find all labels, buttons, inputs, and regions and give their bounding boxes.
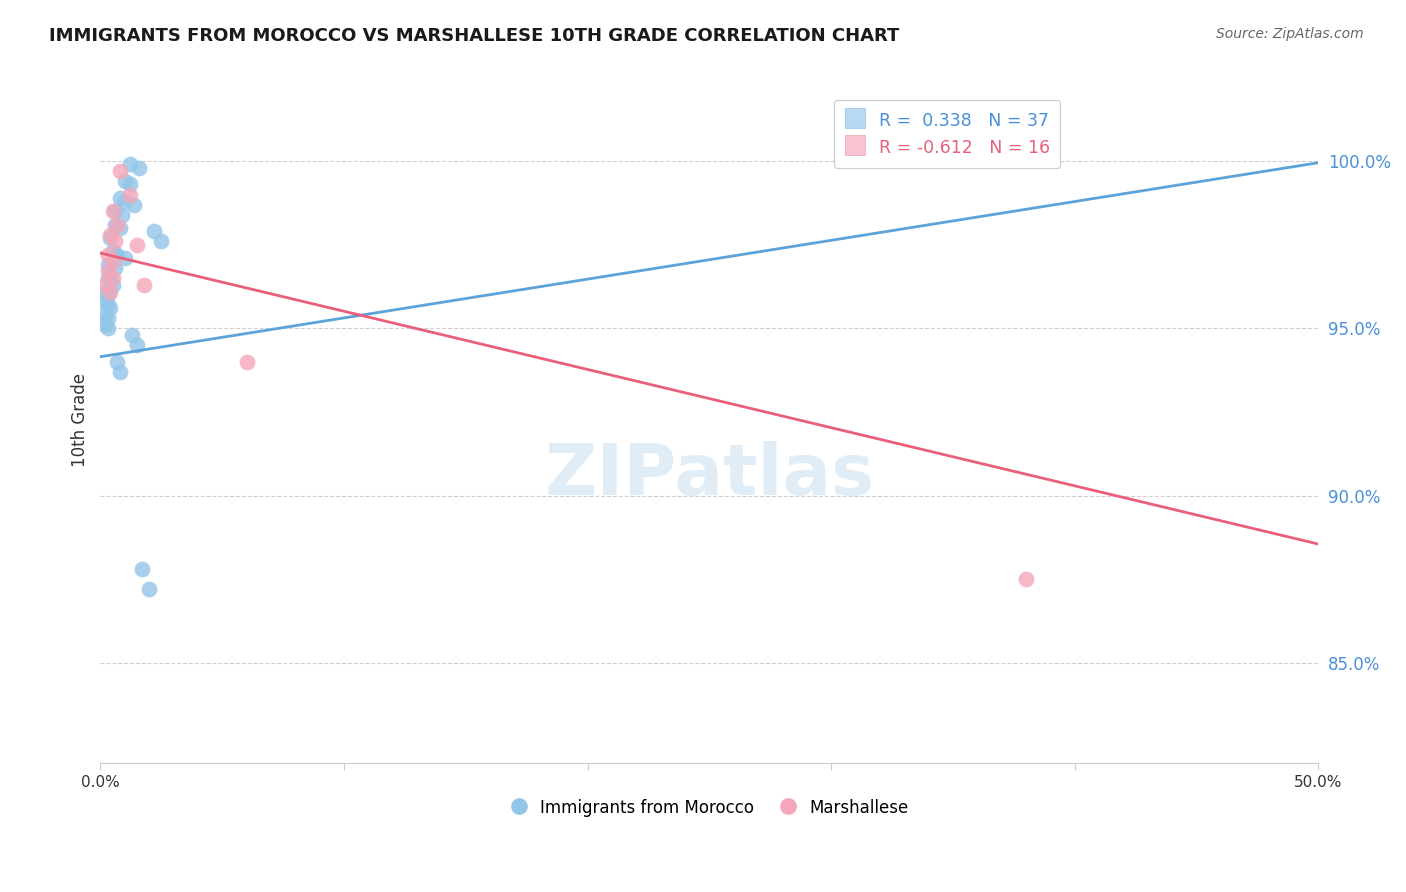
Point: [101, 271, 124, 285]
Point: [108, 221, 131, 235]
Point: [97, 258, 120, 272]
Point: [124, 197, 146, 211]
Point: [114, 251, 136, 265]
Point: [104, 204, 127, 219]
Point: [98, 275, 121, 289]
Point: [118, 187, 141, 202]
Point: [125, 338, 148, 352]
Point: [128, 161, 150, 175]
Point: [97, 271, 120, 285]
Point: [134, 277, 156, 292]
Point: [97, 288, 120, 302]
Point: [98, 227, 121, 242]
Legend: Immigrants from Morocco, Marshallese: Immigrants from Morocco, Marshallese: [503, 792, 915, 823]
Text: Source: ZipAtlas.com: Source: ZipAtlas.com: [1216, 27, 1364, 41]
Point: [111, 208, 134, 222]
Y-axis label: 10th Grade: 10th Grade: [72, 373, 89, 467]
Point: [108, 164, 131, 178]
Point: [118, 178, 141, 192]
Point: [97, 311, 120, 326]
Point: [97, 321, 120, 335]
Point: [97, 264, 120, 278]
Point: [107, 248, 129, 262]
Point: [101, 204, 124, 219]
Point: [125, 237, 148, 252]
Point: [94, 308, 117, 322]
Text: IMMIGRANTS FROM MOROCCO VS MARSHALLESE 10TH GRADE CORRELATION CHART: IMMIGRANTS FROM MOROCCO VS MARSHALLESE 1…: [49, 27, 900, 45]
Point: [108, 365, 131, 379]
Point: [101, 244, 124, 259]
Point: [107, 355, 129, 369]
Point: [94, 285, 117, 299]
Point: [101, 277, 124, 292]
Point: [94, 294, 117, 309]
Point: [94, 318, 117, 332]
Point: [104, 261, 127, 276]
Point: [235, 355, 257, 369]
Point: [150, 235, 173, 249]
Point: [118, 157, 141, 171]
Point: [98, 231, 121, 245]
Point: [108, 191, 131, 205]
Point: [138, 582, 160, 597]
Point: [101, 254, 124, 268]
Point: [98, 301, 121, 316]
Point: [94, 277, 117, 292]
Point: [97, 248, 120, 262]
Point: [98, 285, 121, 299]
Point: [121, 328, 143, 343]
Point: [104, 218, 127, 232]
Point: [114, 194, 136, 209]
Point: [107, 218, 129, 232]
Point: [131, 562, 153, 576]
Point: [142, 224, 165, 238]
Point: [1015, 572, 1038, 586]
Text: ZIPatlas: ZIPatlas: [544, 441, 875, 509]
Point: [97, 298, 120, 312]
Point: [114, 174, 136, 188]
Point: [104, 235, 127, 249]
